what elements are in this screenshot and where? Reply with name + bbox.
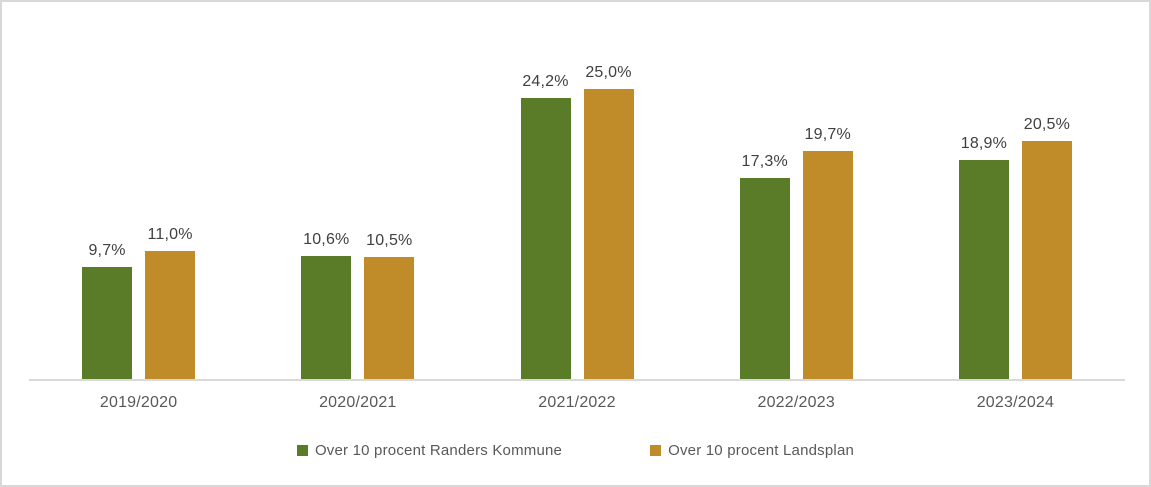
x-axis-tick-label: 2019/2020 <box>99 394 178 411</box>
x-axis-tick-label: 2023/2024 <box>976 394 1055 411</box>
legend-color-swatch-icon <box>650 445 662 456</box>
x-axis-line <box>29 379 1125 381</box>
bar-group: 9,7% 11,0% <box>29 31 248 379</box>
x-axis-tick-labels: 2019/2020 2020/2021 2021/2022 2022/2023 2023… <box>29 394 1125 412</box>
legend-color-swatch-icon <box>296 445 308 456</box>
bar-series-0: 18,9% <box>958 135 1009 379</box>
bar-series-1: 10,5% <box>364 232 415 379</box>
bar-value-label: 19,7% <box>804 125 851 143</box>
legend-label: Over 10 procent Randers Kommune <box>314 442 563 459</box>
bar-value-label: 10,6% <box>303 231 350 248</box>
bar-group: 10,6% 10,5% <box>248 31 467 379</box>
bar-value-label: 18,9% <box>960 134 1008 152</box>
bar-series-1: 11,0% <box>145 226 196 379</box>
bar-value-label: 17,3% <box>741 153 788 171</box>
bar-value-label: 20,5% <box>1023 116 1071 134</box>
legend-label: Over 10 procent Landsplan <box>668 442 855 459</box>
bar-value-label: 25,0% <box>585 64 632 81</box>
bar-series-1: 25,0% <box>583 64 634 379</box>
bar-value-label: 10,5% <box>366 232 413 250</box>
bar-series-1: 20,5% <box>1021 116 1072 379</box>
x-axis-tick-label: 2020/2021 <box>319 394 397 411</box>
bar-series-0: 24,2% <box>520 73 571 379</box>
legend-item: Over 10 procent Landsplan <box>650 442 854 459</box>
bar-value-label: 9,7% <box>88 241 126 259</box>
bar-series-0: 17,3% <box>739 153 790 379</box>
bar-group: 18,9% 20,5% <box>906 31 1125 379</box>
bar-group: 17,3% 19,7% <box>687 31 906 379</box>
bar-value-label: 11,0% <box>147 226 193 244</box>
bar-series-1: 19,7% <box>802 126 853 379</box>
bar-series-0: 9,7% <box>82 242 133 379</box>
bar-group: 24,2% 25,0% <box>467 31 686 379</box>
x-axis-tick-label: 2022/2023 <box>757 394 835 411</box>
x-axis-tick-label: 2021/2022 <box>538 394 616 411</box>
legend-item: Over 10 procent Randers Kommune <box>296 442 563 459</box>
chart-legend: Over 10 procent Randers Kommune Over 10 p… <box>2 442 1149 459</box>
bar-series-0: 10,6% <box>301 231 352 379</box>
plot-area: 9,7% 11,0% 10,6% 10,5% 24,2% 25,0% 17,3% 19,7% 1… <box>29 31 1125 379</box>
bar-value-label: 24,2% <box>522 73 569 91</box>
